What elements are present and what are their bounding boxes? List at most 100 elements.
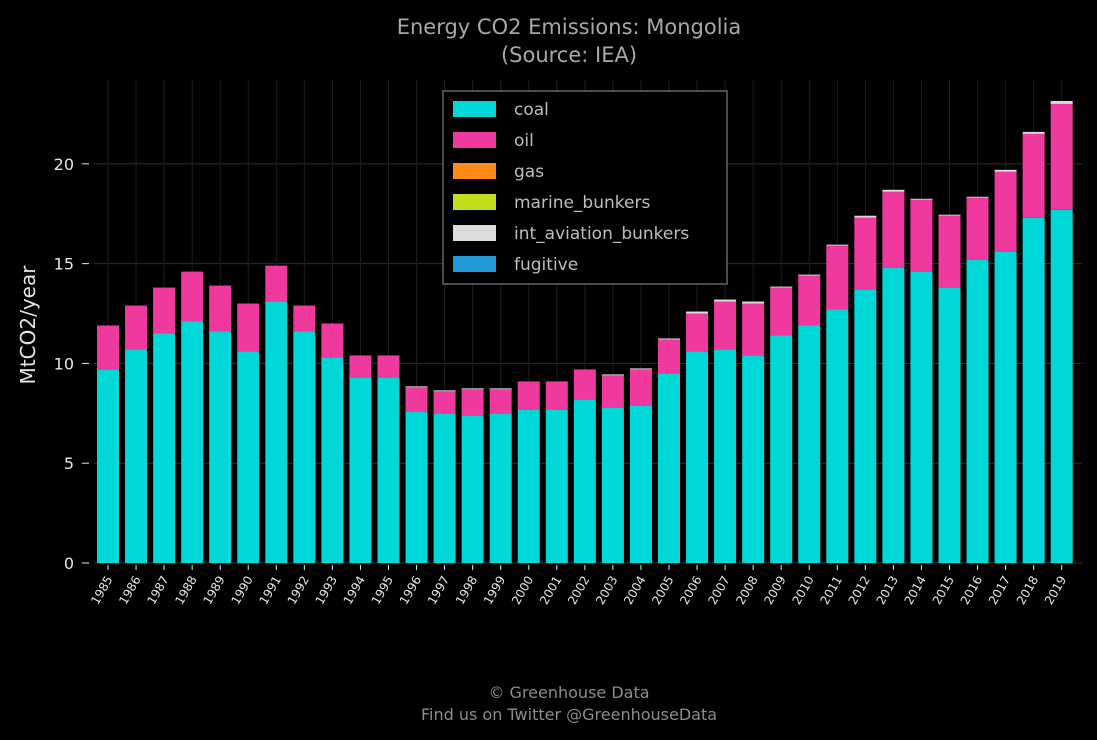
bar-int-aviation-bunkers-2016: [966, 196, 989, 198]
bar-oil-1985: [97, 325, 119, 370]
bar-oil-1998: [461, 389, 484, 416]
bar-int-aviation-bunkers-1998: [461, 388, 484, 390]
bar-coal-1988: [181, 321, 204, 563]
bar-int-aviation-bunkers-2008: [742, 301, 765, 304]
chart-title: Energy CO2 Emissions: Mongolia: [397, 15, 742, 39]
bar-int-aviation-bunkers-2005: [658, 338, 680, 340]
legend: coal oil gas marine_bunkers int_aviation_bun…: [442, 90, 728, 285]
bar-oil-2008: [742, 303, 765, 356]
bar-coal-1993: [321, 357, 344, 563]
chart-subtitle: (Source: IEA): [501, 43, 637, 67]
bar-oil-2005: [658, 339, 680, 374]
bar-oil-2017: [994, 171, 1017, 252]
bar-oil-1994: [349, 355, 372, 378]
bar-oil-2009: [770, 287, 793, 336]
bar-coal-2011: [826, 309, 849, 563]
bar-int-aviation-bunkers-2006: [686, 311, 709, 314]
bar-coal-1989: [209, 331, 232, 563]
bar-oil-2016: [966, 197, 989, 260]
bar-oil-2015: [938, 215, 961, 288]
legend-label-coal: coal: [514, 100, 549, 120]
footer-copyright: © Greenhouse Data: [488, 683, 649, 702]
bar-coal-2007: [714, 349, 737, 563]
bar-oil-1989: [209, 285, 232, 332]
bar-int-aviation-bunkers-1997: [433, 390, 456, 392]
bar-int-aviation-bunkers-2007: [714, 299, 737, 302]
bar-int-aviation-bunkers-2010: [798, 274, 821, 276]
bar-oil-2001: [545, 381, 568, 410]
bar-coal-2014: [910, 271, 933, 563]
y-tick-label: 10: [54, 354, 74, 373]
legend-swatch-oil: [453, 132, 496, 148]
bar-oil-1991: [265, 265, 288, 302]
bar-oil-2000: [517, 381, 540, 410]
bar-coal-1994: [349, 377, 372, 563]
bar-int-aviation-bunkers-2003: [601, 374, 624, 376]
y-tick-label: 0: [64, 554, 74, 573]
bar-coal-2000: [517, 409, 540, 563]
bar-oil-2002: [573, 369, 596, 400]
bar-oil-2012: [854, 217, 877, 290]
bar-coal-2015: [938, 287, 961, 563]
bar-coal-2006: [686, 351, 709, 563]
bar-oil-1988: [181, 271, 204, 322]
legend-label-oil: oil: [514, 131, 534, 151]
bar-oil-1996: [405, 387, 428, 412]
bar-coal-2016: [966, 259, 989, 563]
bar-coal-1991: [265, 301, 288, 563]
bar-coal-2010: [798, 325, 821, 563]
bar-coal-2013: [882, 267, 905, 563]
bar-oil-2013: [882, 191, 905, 268]
y-axis-label: MtCO2/year: [16, 265, 40, 385]
legend-swatch-int-aviation-bunkers: [453, 225, 496, 241]
bar-int-aviation-bunkers-2013: [882, 189, 905, 192]
bar-coal-2001: [545, 409, 568, 563]
bar-int-aviation-bunkers-2018: [1022, 131, 1045, 134]
legend-swatch-fugitive: [453, 256, 496, 272]
bar-int-aviation-bunkers-2015: [938, 214, 961, 216]
bar-coal-2008: [742, 355, 765, 563]
bar-coal-2019: [1050, 209, 1073, 564]
legend-frame: [442, 90, 728, 285]
bar-oil-2010: [798, 275, 821, 326]
bar-coal-2003: [601, 407, 624, 563]
bar-oil-1990: [237, 303, 260, 352]
bar-oil-2011: [826, 245, 849, 310]
bar-oil-1999: [489, 389, 512, 414]
bar-coal-2002: [573, 399, 596, 563]
bar-coal-2009: [770, 335, 793, 563]
y-tick-label: 5: [64, 454, 74, 473]
bar-coal-1987: [153, 333, 176, 563]
bar-coal-1990: [237, 351, 260, 563]
legend-label-int-aviation-bunkers: int_aviation_bunkers: [514, 224, 689, 244]
bar-int-aviation-bunkers-2019: [1050, 100, 1073, 104]
bar-oil-1992: [293, 305, 316, 332]
bar-coal-1997: [433, 413, 456, 563]
bar-coal-1999: [489, 413, 512, 563]
bar-coal-2012: [854, 289, 877, 563]
y-tick-label: 20: [54, 155, 74, 174]
bar-int-aviation-bunkers-2009: [770, 286, 793, 288]
bar-oil-2007: [714, 301, 737, 350]
bar-coal-1986: [125, 349, 148, 563]
bar-oil-1986: [125, 305, 148, 350]
y-tick-label: 15: [54, 255, 74, 274]
legend-label-fugitive: fugitive: [514, 255, 578, 275]
bar-coal-2018: [1022, 217, 1045, 563]
bar-coal-2004: [629, 405, 652, 563]
bar-oil-2004: [629, 369, 652, 406]
bar-coal-2017: [994, 251, 1017, 563]
footer-twitter: Find us on Twitter @GreenhouseData: [421, 705, 717, 724]
bar-oil-1993: [321, 323, 344, 358]
bar-oil-2003: [601, 375, 624, 408]
legend-label-gas: gas: [514, 162, 544, 182]
legend-swatch-gas: [453, 163, 496, 179]
bar-oil-1987: [153, 287, 176, 334]
bar-int-aviation-bunkers-2014: [910, 198, 933, 200]
bar-oil-2006: [686, 313, 709, 352]
bar-int-aviation-bunkers-2011: [826, 244, 849, 246]
bar-coal-2005: [658, 373, 680, 563]
bar-oil-1997: [433, 391, 456, 414]
bar-coal-1995: [377, 377, 400, 563]
